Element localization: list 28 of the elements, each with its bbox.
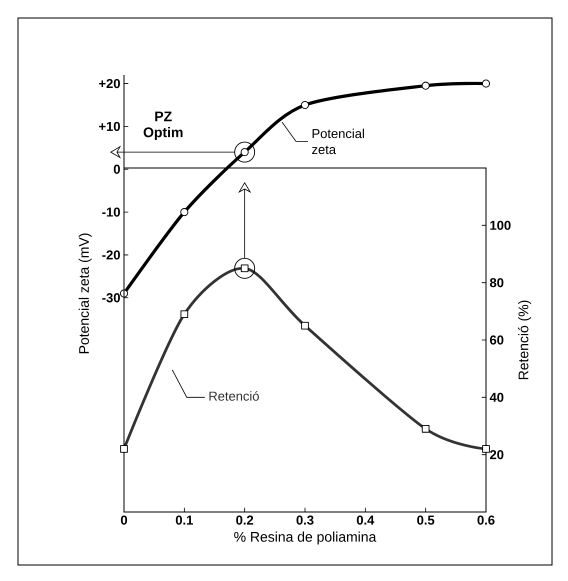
point	[422, 82, 430, 90]
point	[180, 208, 188, 216]
x-tick-label: 0	[120, 516, 128, 525]
point	[300, 100, 310, 110]
y-tick-label: +10	[99, 122, 120, 131]
x-tick-label: 0.2	[236, 516, 254, 525]
y2-axis-title: Retenció (%)	[518, 300, 532, 380]
y-tick-label: 0	[114, 164, 120, 174]
y-axis-title: Potencial zeta (mV)	[78, 234, 92, 354]
y2-tick-label: 60	[490, 335, 504, 345]
y-tick-label: -10	[102, 208, 120, 217]
x-tick-label: 0.5	[417, 516, 434, 525]
x-tick-label: 0.3	[296, 516, 314, 525]
y-tick-label: +20	[99, 78, 120, 88]
y2-tick-label: 100	[490, 220, 511, 230]
point	[482, 80, 490, 88]
y2-tick-label: 40	[490, 392, 504, 402]
legend-label: Potencial zeta	[312, 128, 364, 154]
annotation: PZ Optim	[144, 112, 183, 140]
x-tick-label: 0.4	[356, 516, 374, 525]
x-tick-label: 0.6	[478, 516, 495, 525]
text: Retenció	[209, 391, 259, 401]
y2-tick-label: 20	[490, 450, 504, 460]
x-axis-title: % Resina de poliamina	[234, 532, 376, 545]
y-tick-label: -30	[102, 293, 120, 302]
y-tick-label: -20	[102, 250, 120, 260]
y2-tick-label: 80	[490, 278, 504, 288]
x-tick-label: 0.1	[176, 516, 193, 525]
